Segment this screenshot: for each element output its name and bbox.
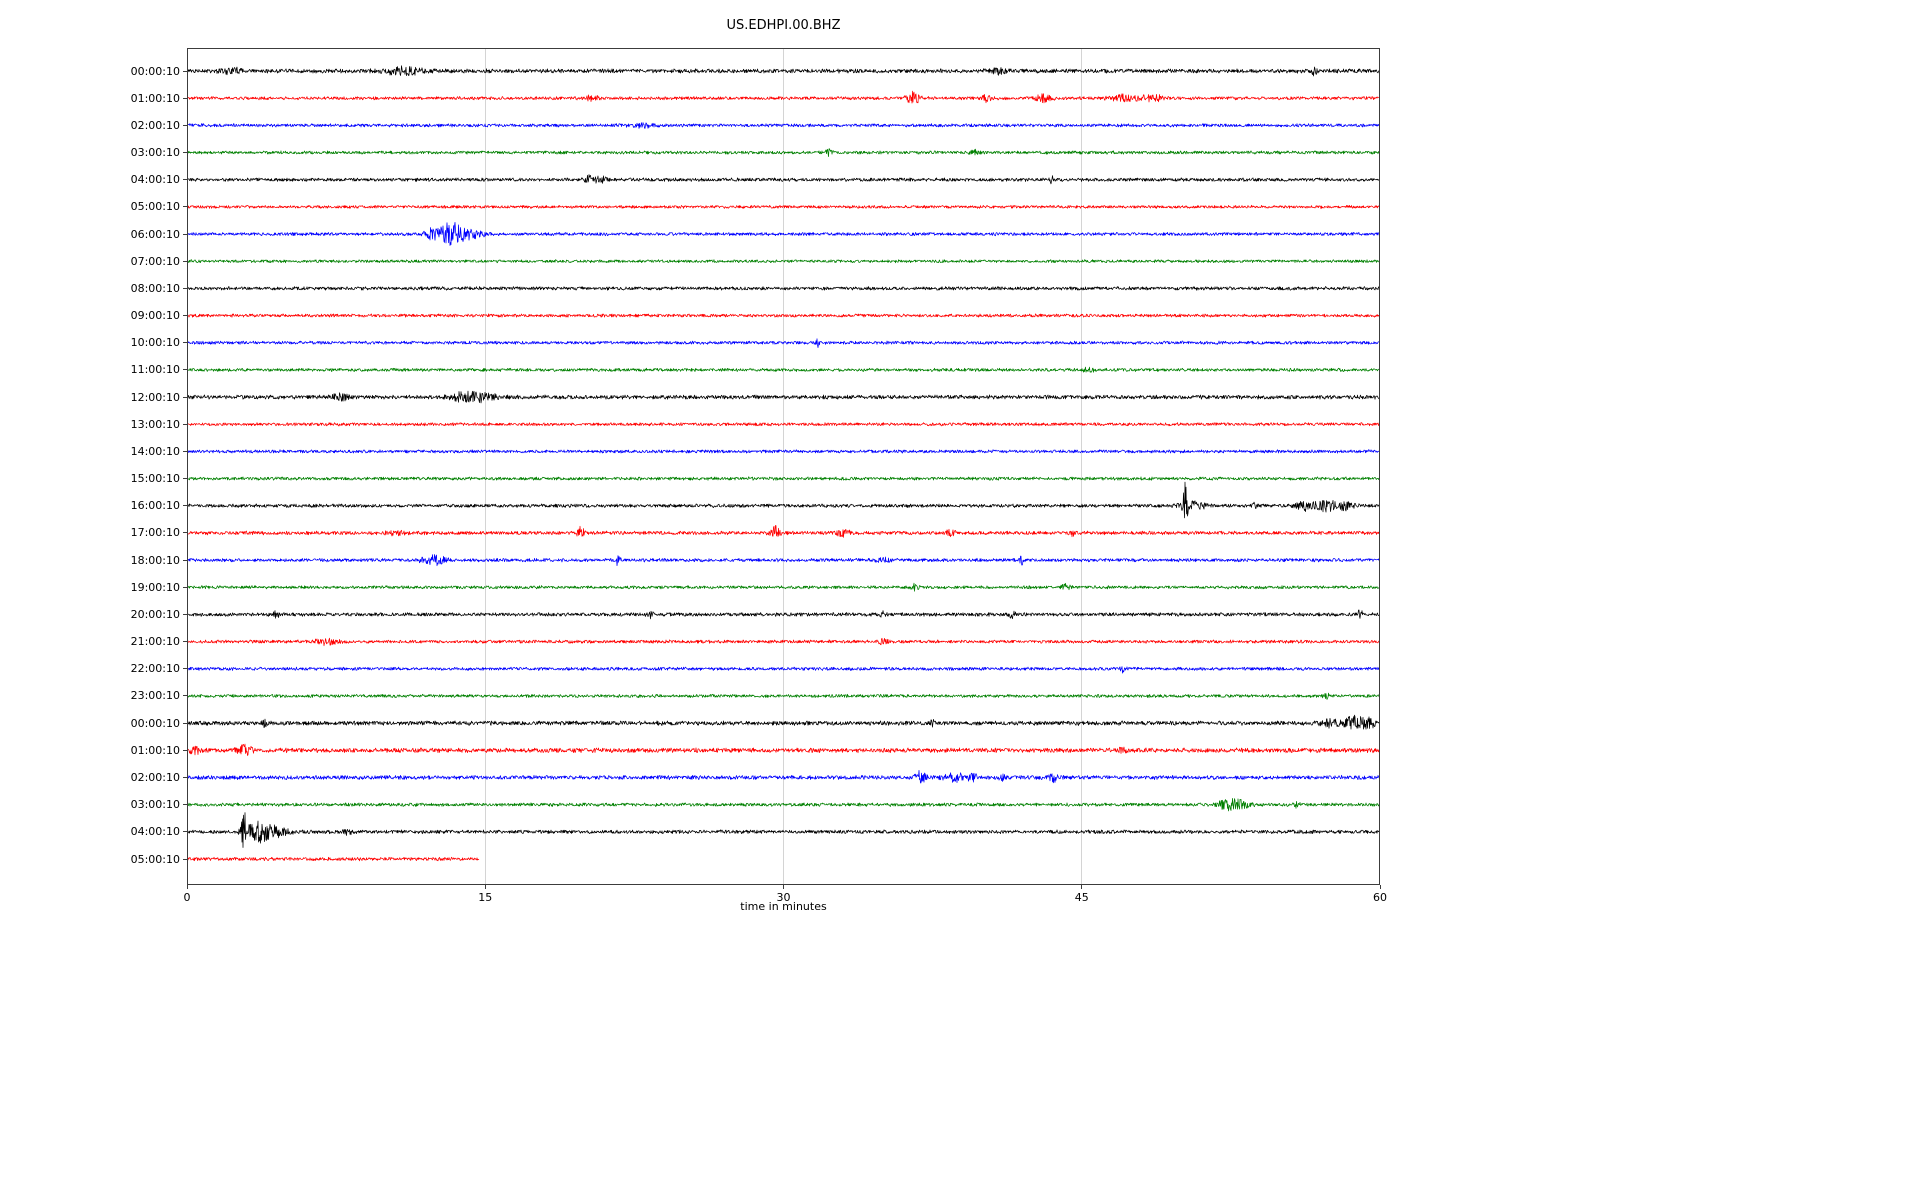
y-tick-mark — [183, 423, 187, 425]
plot-border — [187, 48, 1380, 885]
row-label: 07:00:10 — [130, 254, 180, 268]
row-label: 16:00:10 — [130, 499, 180, 513]
y-tick-mark — [183, 668, 187, 670]
row-label: 17:00:10 — [130, 526, 180, 540]
row-label: 05:00:10 — [130, 852, 180, 866]
y-tick-mark — [183, 776, 187, 778]
y-tick-mark — [183, 97, 187, 99]
row-label: 01:00:10 — [130, 743, 180, 757]
y-tick-mark — [183, 233, 187, 235]
y-tick-mark — [183, 749, 187, 751]
y-tick-mark — [183, 315, 187, 317]
waveform-traces-canvas — [187, 48, 1380, 885]
y-tick-mark — [183, 152, 187, 154]
y-tick-mark — [183, 124, 187, 126]
row-label: 04:00:10 — [130, 825, 180, 839]
row-label: 19:00:10 — [130, 580, 180, 594]
y-tick-mark — [183, 505, 187, 507]
row-label: 21:00:10 — [130, 635, 180, 649]
y-tick-mark — [183, 532, 187, 534]
row-label: 13:00:10 — [130, 417, 180, 431]
y-tick-mark — [183, 478, 187, 480]
y-tick-mark — [183, 342, 187, 344]
y-tick-mark — [183, 831, 187, 833]
y-tick-mark — [183, 858, 187, 860]
y-tick-mark — [183, 396, 187, 398]
y-tick-mark — [183, 804, 187, 806]
row-label: 15:00:10 — [130, 472, 180, 486]
x-tick-mark — [484, 885, 486, 889]
row-label: 03:00:10 — [130, 146, 180, 160]
row-label: 06:00:10 — [130, 227, 180, 241]
x-tick-label: 45 — [1074, 891, 1089, 904]
row-label: 00:00:10 — [130, 716, 180, 730]
x-tick-label: 15 — [478, 891, 493, 904]
row-label: 11:00:10 — [130, 363, 180, 377]
row-label: 04:00:10 — [130, 173, 180, 187]
y-tick-mark — [183, 179, 187, 181]
row-label: 14:00:10 — [130, 444, 180, 458]
y-tick-mark — [183, 722, 187, 724]
y-tick-mark — [183, 260, 187, 262]
x-tick-label: 60 — [1373, 891, 1387, 904]
y-tick-mark — [183, 586, 187, 588]
row-label: 08:00:10 — [130, 281, 180, 295]
row-label: 01:00:10 — [130, 91, 180, 105]
y-tick-mark — [183, 695, 187, 697]
y-tick-mark — [183, 287, 187, 289]
x-tick-mark — [186, 885, 188, 889]
x-tick-mark — [1379, 885, 1381, 889]
row-label: 12:00:10 — [130, 390, 180, 404]
x-tick-label: 30 — [776, 891, 791, 904]
y-tick-mark — [183, 613, 187, 615]
y-tick-mark — [183, 70, 187, 72]
row-label: 20:00:10 — [130, 607, 180, 621]
row-label: 03:00:10 — [130, 798, 180, 812]
x-tick-mark — [783, 885, 784, 889]
row-label: 05:00:10 — [130, 200, 180, 214]
y-tick-mark — [183, 369, 187, 371]
y-tick-mark — [183, 450, 187, 452]
x-tick-mark — [1081, 885, 1083, 889]
row-label: 00:00:10 — [130, 64, 180, 78]
y-tick-mark — [183, 559, 187, 561]
row-label: 09:00:10 — [130, 309, 180, 323]
row-label: 02:00:10 — [130, 770, 180, 784]
row-label: 02:00:10 — [130, 118, 180, 132]
row-label: 18:00:10 — [130, 553, 180, 567]
row-label: 10:00:10 — [130, 336, 180, 350]
y-tick-mark — [183, 206, 187, 208]
x-axis-label: time in minutes — [740, 900, 827, 913]
x-tick-label: 0 — [183, 891, 191, 904]
y-tick-mark — [183, 641, 187, 643]
chart-title: US.EDHPI.00.BHZ — [726, 18, 841, 33]
row-label: 23:00:10 — [130, 689, 180, 703]
row-label: 22:00:10 — [130, 662, 180, 676]
